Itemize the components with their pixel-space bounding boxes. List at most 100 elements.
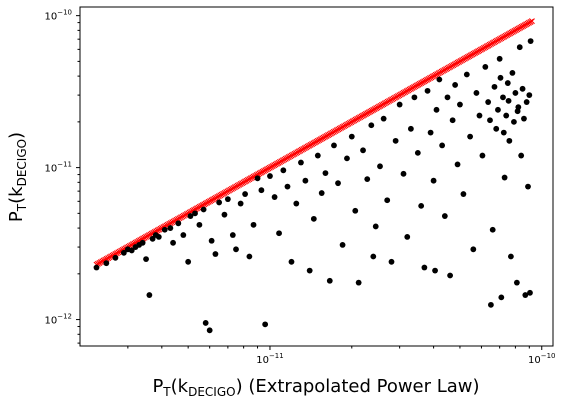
black-dot-marker <box>143 256 149 262</box>
black-dot-marker <box>396 101 403 108</box>
black-dot-marker <box>331 142 337 149</box>
y-tick-label: 10−12 <box>44 313 72 327</box>
black-dot-marker <box>432 267 438 274</box>
black-dot-marker <box>467 133 474 140</box>
black-dot-marker <box>276 230 282 237</box>
black-dot-marker <box>452 82 459 88</box>
black-dot-marker <box>407 125 414 132</box>
black-dot-marker <box>322 170 329 177</box>
black-dot-marker <box>310 215 317 222</box>
black-dot-marker <box>508 253 514 260</box>
black-dot-marker <box>523 99 530 105</box>
black-series-group <box>93 38 534 334</box>
black-dot-marker <box>497 74 504 81</box>
black-dot-marker <box>430 177 437 184</box>
black-dot-marker <box>280 167 287 174</box>
black-dot-marker <box>267 173 273 179</box>
black-dot-marker <box>514 108 521 115</box>
black-dot-marker <box>470 246 477 253</box>
black-dot-marker <box>335 180 341 187</box>
black-dot-marker <box>271 194 278 200</box>
black-dot-marker <box>414 149 421 156</box>
black-dot-marker <box>370 253 377 260</box>
black-dot-marker <box>473 90 480 96</box>
black-dot-marker <box>192 210 198 217</box>
black-dot-marker <box>384 197 391 204</box>
black-dot-marker <box>250 221 257 228</box>
black-dot-marker <box>489 226 496 233</box>
x-axis-label: PT(kDECIGO) (Extrapolated Power Law) <box>152 376 479 396</box>
black-dot-marker <box>180 232 187 238</box>
black-dot-marker <box>447 272 453 279</box>
black-dot-marker <box>208 237 215 244</box>
black-dot-marker <box>392 137 399 144</box>
black-dot-marker <box>485 99 492 105</box>
black-dot-marker <box>501 174 508 181</box>
black-dot-marker <box>513 279 520 286</box>
y-tick-label: 10−10 <box>44 9 72 23</box>
black-dot-marker <box>500 94 506 101</box>
black-dot-marker <box>284 183 291 190</box>
black-dot-marker <box>146 292 153 298</box>
black-dot-marker <box>500 129 507 136</box>
black-dot-marker <box>498 294 505 301</box>
black-dot-marker <box>167 225 174 231</box>
black-dot-marker <box>525 183 531 190</box>
black-dot-marker <box>439 142 446 149</box>
black-dot-marker <box>388 258 395 265</box>
black-dot-marker <box>298 159 304 166</box>
black-dot-marker <box>339 242 346 248</box>
black-dot-marker <box>441 213 448 219</box>
black-dot-marker <box>380 115 387 122</box>
black-dot-marker <box>155 233 162 240</box>
x-tick-label: 10−10 <box>528 352 556 366</box>
black-dot-marker <box>418 202 425 209</box>
black-dot-marker <box>404 233 411 240</box>
black-dot-marker <box>237 200 244 207</box>
black-dot-marker <box>516 44 523 51</box>
black-dot-marker <box>224 196 231 203</box>
black-dot-marker <box>318 190 325 196</box>
black-dot-marker <box>348 133 355 140</box>
black-dot-marker <box>424 87 431 94</box>
black-dot-marker <box>527 38 534 44</box>
black-dot-marker <box>479 152 486 159</box>
black-dot-marker <box>491 83 498 90</box>
black-dot-marker <box>212 251 219 257</box>
black-dot-marker <box>314 152 321 159</box>
black-dot-marker <box>368 122 375 129</box>
black-dot-marker <box>503 112 510 119</box>
black-dot-marker <box>505 97 512 104</box>
black-dot-marker <box>233 246 239 253</box>
black-dot-marker <box>288 258 295 265</box>
black-dot-marker <box>306 267 313 274</box>
black-dot-marker <box>161 226 168 233</box>
black-dot-marker <box>200 206 207 213</box>
black-dot-marker <box>246 253 253 260</box>
black-dot-marker <box>355 279 362 286</box>
black-dot-marker <box>372 223 379 230</box>
black-dot-marker <box>302 177 309 184</box>
black-dot-marker <box>495 106 501 113</box>
black-dot-marker <box>518 152 525 159</box>
black-dot-marker <box>258 187 265 194</box>
black-dot-marker <box>112 254 119 261</box>
black-dot-marker <box>360 147 366 154</box>
red-x-marker <box>528 18 535 25</box>
black-dot-marker <box>352 207 359 214</box>
plot-area-frame <box>79 6 554 347</box>
black-dot-marker <box>344 155 350 162</box>
black-dot-marker <box>504 80 511 86</box>
black-dot-marker <box>421 264 428 271</box>
black-dot-marker <box>482 63 489 70</box>
black-dot-marker <box>93 264 100 271</box>
black-dot-marker <box>436 76 443 83</box>
black-dot-marker <box>196 221 203 228</box>
black-dot-marker <box>493 125 500 132</box>
black-dot-marker <box>377 163 383 170</box>
black-dot-marker <box>206 327 213 334</box>
black-dot-marker <box>242 191 248 197</box>
black-dot-marker <box>460 191 467 197</box>
black-dot-marker <box>216 199 223 206</box>
black-dot-marker <box>444 94 451 101</box>
